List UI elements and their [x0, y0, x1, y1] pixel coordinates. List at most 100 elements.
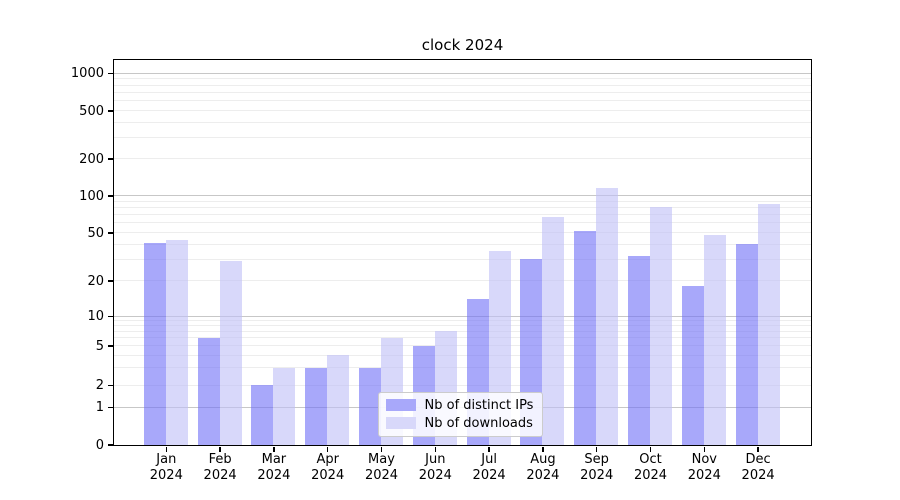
gridline-minor	[113, 258, 811, 260]
gridline-minor	[113, 206, 811, 208]
gridline-minor	[113, 232, 811, 233]
bar-nb-of-downloads-oct	[650, 207, 672, 445]
gridline-major	[113, 72, 811, 74]
plot-area: Nb of distinct IPs Nb of downloads	[112, 58, 812, 446]
gridline-minor	[113, 214, 811, 216]
gridline-minor	[113, 110, 811, 111]
bar-nb-of-downloads-sep	[596, 187, 619, 445]
bar-nb-of-distinct-ips-sep	[574, 231, 597, 445]
legend-swatch-distinct-ips	[385, 399, 416, 411]
y-tick-label: 20	[87, 273, 104, 289]
y-tick-label: 5	[95, 338, 104, 354]
bar-nb-of-downloads-aug	[542, 216, 565, 445]
gridline-minor	[113, 330, 811, 332]
x-tick-mark	[219, 446, 221, 452]
bar-nb-of-distinct-ips-apr	[305, 367, 328, 445]
x-tick-label: Dec 2024	[741, 451, 775, 483]
bar-nb-of-downloads-dec	[757, 204, 780, 445]
gridline-minor	[113, 367, 811, 369]
bar-nb-of-distinct-ips-jan	[143, 242, 166, 445]
x-tick-label: Sep 2024	[580, 451, 614, 483]
gridline-major	[113, 195, 811, 196]
gridline-minor	[113, 384, 811, 386]
y-tick-label: 2	[95, 378, 104, 393]
gridline-minor	[113, 345, 811, 346]
gridline-minor	[113, 100, 811, 102]
legend-entry-distinct-ips: Nb of distinct IPs	[385, 397, 535, 413]
legend-label-downloads: Nb of downloads	[424, 415, 533, 431]
bar-nb-of-distinct-ips-dec	[735, 244, 758, 445]
gridline-minor	[113, 78, 811, 80]
chart-title: clock 2024	[421, 36, 504, 54]
gridline-minor	[113, 158, 811, 159]
y-tick-mark	[108, 444, 113, 446]
bar-nb-of-downloads-jan	[165, 240, 188, 445]
x-tick-label: May 2024	[364, 451, 399, 483]
gridline-minor	[113, 200, 811, 202]
x-tick-label: Aug 2024	[526, 451, 560, 483]
x-tick-mark	[649, 446, 652, 452]
gridline-minor	[113, 222, 811, 224]
gridline-minor	[113, 280, 811, 281]
gridline-minor	[113, 91, 811, 93]
y-tick-label: 50	[87, 225, 104, 241]
x-tick-mark	[165, 446, 167, 452]
bar-nb-of-downloads-mar	[273, 367, 296, 445]
x-tick-mark	[273, 446, 275, 452]
y-tick-mark	[108, 406, 113, 409]
legend-entry-downloads: Nb of downloads	[385, 415, 535, 431]
bar-nb-of-distinct-ips-nov	[681, 285, 704, 445]
legend-label-distinct-ips: Nb of distinct IPs	[424, 397, 534, 413]
bar-nb-of-distinct-ips-oct	[628, 255, 650, 445]
y-tick-mark	[108, 315, 113, 318]
x-tick-mark	[327, 446, 329, 452]
gridline-minor	[113, 136, 811, 138]
x-tick-label: Nov 2024	[687, 451, 721, 483]
y-tick-label: 10	[87, 309, 104, 324]
y-tick-label: 500	[79, 103, 104, 119]
bar-layer	[114, 60, 811, 445]
x-tick-mark	[542, 446, 544, 452]
bar-nb-of-downloads-apr	[327, 355, 350, 445]
grid-layer	[113, 60, 811, 445]
gridline-minor	[113, 354, 811, 356]
legend-swatch-downloads	[385, 417, 416, 429]
x-tick-label: Oct 2024	[633, 451, 668, 483]
gridline-major	[113, 315, 811, 317]
x-tick-label: Jul 2024	[472, 451, 506, 483]
x-tick-mark	[434, 446, 436, 452]
bar-nb-of-downloads-feb	[219, 261, 242, 445]
bar-nb-of-distinct-ips-may	[359, 367, 381, 445]
x-tick-label: Apr 2024	[311, 451, 345, 483]
y-tick-label: 100	[79, 188, 104, 204]
y-tick-label: 1	[95, 400, 104, 415]
y-tick-mark	[108, 195, 113, 197]
x-tick-mark	[380, 446, 383, 452]
gridline-minor	[113, 84, 811, 86]
x-tick-label: Jun 2024	[418, 451, 452, 483]
x-tick-label: Jan 2024	[149, 451, 183, 483]
y-tick-label: 200	[79, 151, 104, 167]
y-tick-mark	[108, 345, 113, 347]
y-tick-mark	[108, 110, 113, 112]
bar-nb-of-distinct-ips-mar	[251, 385, 274, 445]
gridline-minor	[113, 337, 811, 339]
bar-nb-of-downloads-nov	[703, 234, 726, 445]
x-tick-mark	[596, 446, 598, 452]
y-tick-label: 1000	[70, 66, 104, 81]
y-tick-label: 0	[95, 437, 104, 453]
x-tick-mark	[488, 446, 490, 452]
bar-nb-of-distinct-ips-feb	[197, 337, 220, 445]
y-tick-mark	[108, 158, 113, 160]
gridline-minor	[113, 121, 811, 123]
y-tick-mark	[108, 280, 113, 282]
y-tick-mark	[108, 232, 113, 234]
x-tick-mark	[703, 446, 705, 452]
x-tick-label: Feb 2024	[203, 451, 237, 483]
x-tick-label: Mar 2024	[257, 451, 291, 483]
gridline-minor	[113, 243, 811, 245]
gridline-minor	[113, 319, 811, 321]
x-tick-mark	[757, 446, 759, 452]
y-tick-mark	[108, 384, 113, 387]
